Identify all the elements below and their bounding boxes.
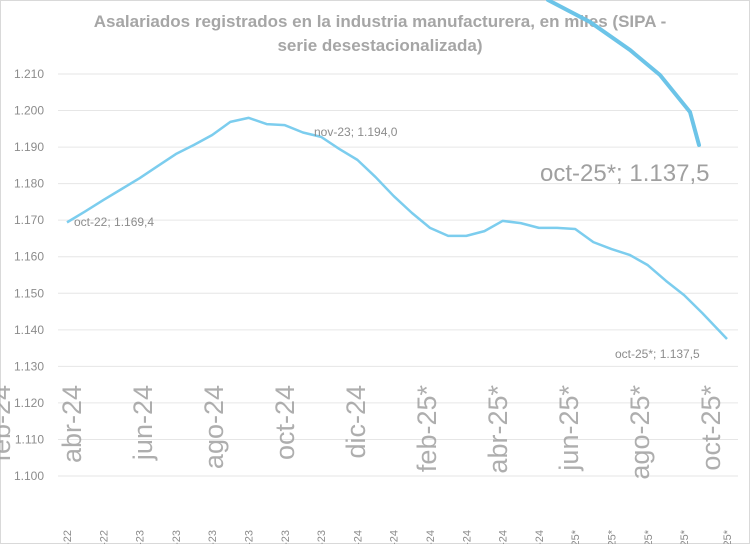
- overlay-data-label: oct-25*; 1.137,5: [540, 160, 709, 187]
- overlay-tick-label: jun-24: [128, 385, 158, 461]
- series-line: [66, 116, 728, 340]
- overlay-tick-label: oct-25*: [696, 385, 726, 471]
- overlay-tick-label: feb-24: [0, 385, 16, 462]
- x-tick-label: feb-24: [352, 530, 364, 544]
- overlay-tick-label: abr-25*: [483, 385, 513, 474]
- y-tick-label: 1.160: [14, 250, 44, 264]
- overlay-tick-label: ago-24: [199, 385, 229, 469]
- data-label-nov-23: nov-23; 1.194,0: [314, 125, 398, 139]
- overlay-tick-label: jun-25*: [554, 385, 584, 472]
- overlay-tick-label: dic-24: [341, 385, 371, 459]
- x-tick-label: ago-25*: [679, 529, 691, 544]
- x-tick-label: oct-25*: [722, 529, 734, 544]
- overlay-tick-label: feb-25*: [412, 385, 442, 473]
- y-tick-label: 1.150: [14, 286, 44, 300]
- overlay-tick-label: ago-25*: [625, 385, 655, 480]
- y-tick-label: 1.190: [14, 140, 44, 154]
- y-tick-label: 1.100: [14, 469, 44, 483]
- x-tick-label: ago-23: [244, 530, 256, 544]
- y-tick-label: 1.180: [14, 177, 44, 191]
- x-tick-label: jun-24: [425, 530, 437, 544]
- y-tick-label: 1.210: [14, 67, 44, 81]
- x-tick-label: dic-22: [98, 530, 110, 544]
- x-tick-label: oct-23: [280, 530, 292, 544]
- x-tick-label: ago-24: [461, 530, 473, 544]
- y-tick-label: 1.170: [14, 213, 44, 227]
- x-tick-label: oct-24: [498, 530, 510, 544]
- overlay-tick-label: oct-24: [270, 385, 300, 460]
- title-line-2: serie desestacionalizada): [277, 36, 483, 55]
- overlay-line-fragment: [546, 0, 701, 147]
- y-tick-label: 1.130: [14, 359, 44, 373]
- data-label-oct-22: oct-22; 1.169,4: [74, 215, 154, 229]
- title-line-1: Asalariados registrados en la industria …: [93, 12, 667, 31]
- x-tick-label: abr-25*: [607, 529, 619, 544]
- y-tick-label: 1.140: [14, 323, 44, 337]
- y-tick-label: 1.200: [14, 104, 44, 118]
- x-tick-label: jun-25*: [643, 529, 655, 544]
- x-tick-label: jun-23: [207, 530, 219, 544]
- data-label-oct-25: oct-25*; 1.137,5: [615, 347, 700, 361]
- x-tick-label: dic-24: [534, 530, 546, 544]
- x-tick-label: feb-25*: [570, 529, 582, 544]
- x-tick-label: oct-22: [62, 530, 74, 544]
- overlay-tick-label: abr-24: [57, 385, 87, 463]
- y-tick-label: 1.110: [15, 432, 44, 446]
- x-tick-label: feb-23: [135, 530, 147, 544]
- x-tick-label: dic-23: [316, 530, 328, 544]
- x-tick-label: abr-23: [171, 530, 183, 544]
- y-tick-label: 1.120: [14, 396, 44, 410]
- x-tick-label: abr-24: [389, 530, 401, 544]
- chart-title: Asalariados registrados en la industria …: [60, 10, 700, 58]
